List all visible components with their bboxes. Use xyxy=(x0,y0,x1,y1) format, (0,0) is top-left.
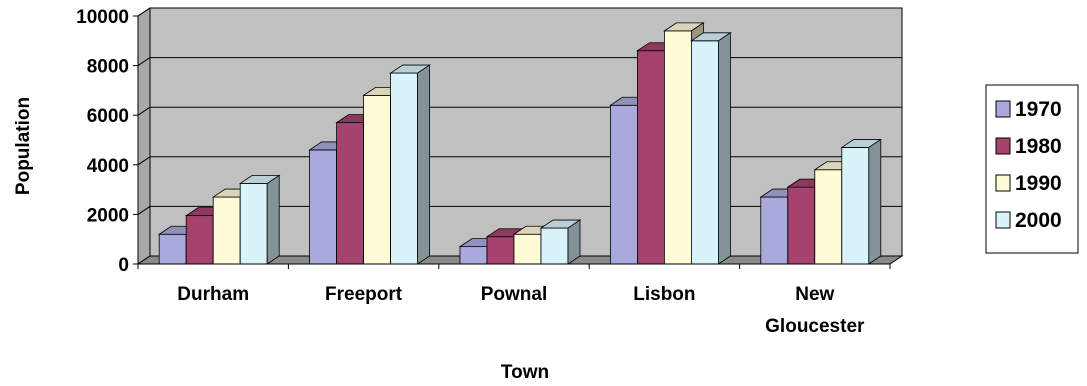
legend-swatch xyxy=(995,174,1011,192)
gridline-side xyxy=(137,156,151,166)
bar-front xyxy=(760,196,789,265)
bar-2000 xyxy=(389,64,431,265)
gridline-side xyxy=(137,106,151,116)
bar-side xyxy=(718,32,731,265)
legend-label: 1980 xyxy=(1015,135,1062,158)
y-tick-label: 4000 xyxy=(87,156,129,177)
x-tick-label: Freeport xyxy=(325,284,403,305)
side-wall xyxy=(137,7,151,265)
x-tick-label: New Gloucester xyxy=(765,284,865,337)
y-tick-label: 2000 xyxy=(87,205,129,226)
plot-area: 0 2000 4000 6000 8000 10000 Durham Freeport Pow… xyxy=(76,7,904,337)
bar-front xyxy=(309,149,338,265)
x-tick-label: Lisbon xyxy=(633,284,695,305)
bar-front xyxy=(185,215,214,265)
x-axis-ticks: Durham Freeport Pownal Lisbon New Gloucester xyxy=(137,263,891,337)
bar-front xyxy=(814,169,843,265)
legend: 1970 1980 1990 2000 xyxy=(985,84,1079,254)
gridline-side xyxy=(137,205,151,215)
legend-entry-1980: 1980 xyxy=(995,135,1062,158)
bar-front xyxy=(459,246,488,265)
bar-front xyxy=(610,104,638,265)
y-tick-label: 0 xyxy=(118,255,129,276)
bar-front xyxy=(158,233,187,265)
bar-2000 xyxy=(539,219,582,265)
legend-swatch xyxy=(995,137,1011,155)
bar-front xyxy=(239,182,268,265)
legend-label: 2000 xyxy=(1015,209,1062,232)
bar-front xyxy=(336,122,365,265)
bars xyxy=(157,22,883,265)
bar-2000 xyxy=(690,32,732,265)
legend-label: 1990 xyxy=(1015,172,1062,195)
y-tick-label: 10000 xyxy=(76,7,129,28)
bar-front xyxy=(691,40,719,265)
gridline-side xyxy=(137,57,151,67)
bar-side xyxy=(417,64,431,265)
legend-swatch xyxy=(995,100,1011,118)
legend-entry-1990: 1990 xyxy=(995,172,1062,195)
x-tick-label: Pownal xyxy=(481,284,548,305)
x-axis-title: Town xyxy=(501,362,549,383)
x-tick-label: Durham xyxy=(177,284,249,305)
bar-front xyxy=(787,186,816,265)
bar-front xyxy=(486,236,515,265)
bar-front xyxy=(637,50,665,265)
bar-side xyxy=(567,219,581,265)
bar-front xyxy=(841,147,870,265)
bar-front xyxy=(390,72,419,265)
y-axis-ticks: 0 2000 4000 6000 8000 10000 xyxy=(76,7,139,276)
bar-front xyxy=(664,30,692,265)
legend-swatch xyxy=(995,211,1011,229)
y-tick-label: 8000 xyxy=(87,57,129,78)
legend-entry-1970: 1970 xyxy=(995,98,1062,121)
legend-label: 1970 xyxy=(1015,98,1062,121)
bar-2000 xyxy=(840,138,883,265)
y-tick-label: 6000 xyxy=(87,106,129,127)
bar-2000 xyxy=(238,174,281,265)
bar-front xyxy=(540,227,569,265)
y-axis-title: Population xyxy=(13,97,34,195)
bar-front xyxy=(363,94,392,265)
legend-entry-2000: 2000 xyxy=(995,209,1062,232)
bar-front xyxy=(513,233,542,265)
bar-side xyxy=(266,174,280,265)
bar-front xyxy=(212,196,241,265)
gridline-side xyxy=(137,7,151,17)
bar-side xyxy=(868,138,882,265)
